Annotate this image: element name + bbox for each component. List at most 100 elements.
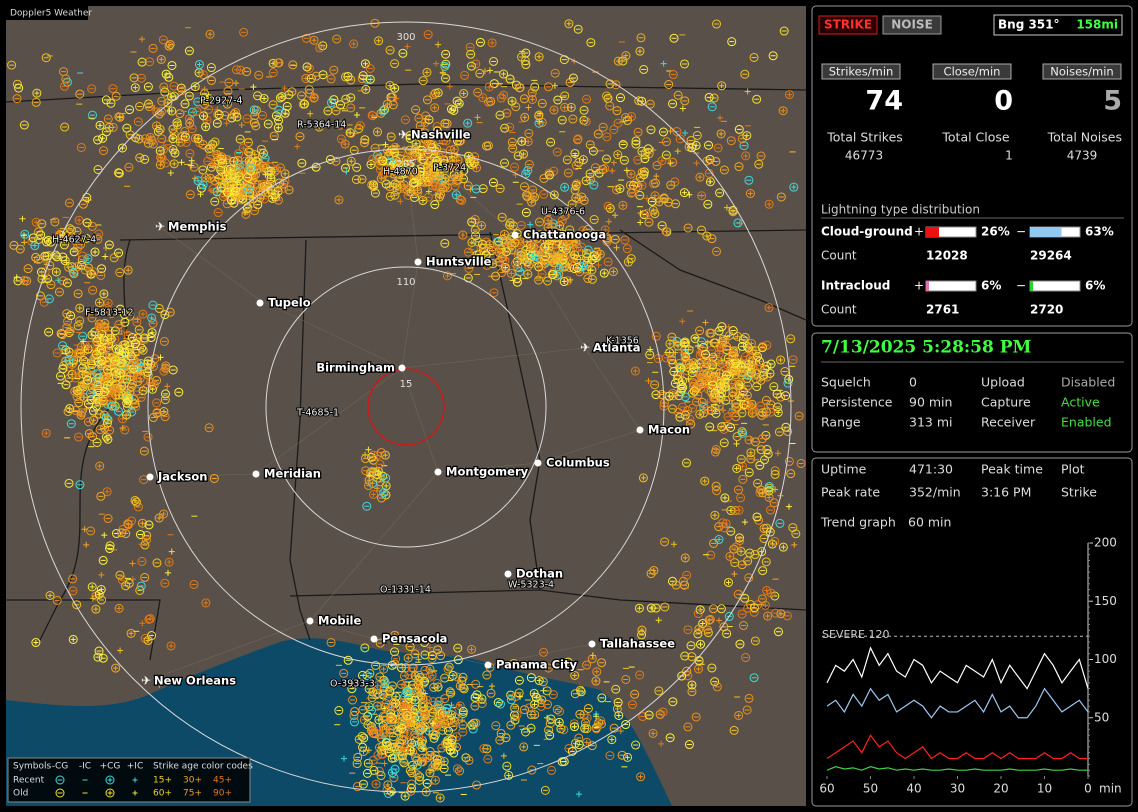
noise-button-label[interactable]: NOISE [891,18,933,32]
strike-symbol [99,410,109,420]
strike-symbol [362,451,369,458]
strike-symbol [164,557,174,567]
setting-text: 0 [909,375,917,390]
strike-symbol [523,269,533,279]
strike-symbol [137,518,147,528]
rate-value: 0 [994,86,1013,117]
strike-symbol [156,54,166,64]
strike-symbol [198,165,208,175]
strike-symbol [134,134,144,144]
strike-symbol [644,710,654,720]
strike-symbol [155,146,165,156]
strike-symbol [612,106,622,116]
strike-symbol [559,756,569,766]
strike-symbol [534,52,544,62]
strike-symbol [188,157,195,164]
strike-symbol [432,126,442,136]
strike-symbol [742,131,752,141]
legend-symbol [105,775,115,785]
strike-symbol [239,27,249,37]
strike-symbol [742,705,752,715]
legend-age: 30+ [183,776,202,786]
strike-symbol [109,253,119,263]
strike-symbol [766,588,776,598]
strike-symbol [712,486,722,496]
strike-symbol [50,217,60,227]
strike-symbol [139,446,149,456]
strike-symbol [390,83,400,93]
strike-symbol [570,149,580,158]
strike-symbol [111,91,121,101]
strike-symbol [668,70,678,80]
strike-symbol [711,368,721,378]
strike-symbol [725,330,735,340]
strike-symbol [696,225,706,235]
strike-symbol [381,179,391,189]
strike-symbol [617,728,624,735]
strike-symbol [241,209,248,216]
strike-symbol [547,221,557,231]
title-bar [6,6,88,20]
strike-symbol [55,277,62,284]
strike-symbol [599,268,609,278]
strike-symbol [250,150,260,160]
strike-symbol [669,33,679,43]
strike-symbol [527,241,537,251]
strike-symbol [689,386,699,396]
strike-symbol [455,701,462,708]
strike-symbol [764,303,774,313]
strike-symbol [382,141,389,148]
strike-symbol [515,83,525,93]
strike-symbol [64,355,74,365]
strike-symbol [370,188,380,198]
strike-symbol [760,455,770,465]
strike-symbol [779,26,789,36]
city-dot [504,570,512,578]
strike-symbol [744,467,754,477]
strike-symbol [680,96,690,106]
strike-symbol [243,172,253,182]
strike-symbol [92,438,102,447]
strike-symbol [359,733,369,743]
strike-symbol [482,744,492,754]
strike-symbol [458,706,468,716]
strike-symbol [609,125,619,134]
strike-symbol [796,458,806,468]
strike-symbol [175,139,182,146]
strike-symbol [508,143,518,153]
strike-symbol [358,705,368,715]
strike-symbol [61,380,71,390]
strike-symbol [85,340,95,350]
strike-symbol [744,88,751,95]
strike-symbol [341,94,351,104]
strike-symbol [307,110,314,117]
strike-symbol [72,386,82,396]
noise-button[interactable] [882,15,942,35]
strike-symbol [605,79,615,89]
strike-symbol [368,725,378,735]
strike-symbol [500,123,510,133]
strike-symbol [676,380,686,390]
strike-symbol [371,660,381,670]
storm-label: F-5813-12 [85,308,134,319]
strike-symbol [201,598,211,608]
city-dot [146,473,154,481]
strike-symbol [734,162,744,172]
close-ring [367,368,445,446]
strike-symbol [700,349,710,359]
strike-button[interactable] [818,15,878,35]
strike-symbol [132,317,142,327]
strike-symbol [581,176,591,186]
strike-symbol [408,178,418,188]
strike-symbol [34,235,44,245]
strike-button-label[interactable]: STRIKE [824,18,872,32]
strike-symbol [693,609,703,619]
y-tick-label: 100 [1094,652,1117,666]
strike-symbol [378,471,388,481]
strike-symbol [635,173,645,183]
strike-symbol [64,328,74,338]
strike-symbol [88,432,98,442]
border [289,239,311,641]
strike-symbol [83,541,90,548]
trend-line [826,687,1089,719]
